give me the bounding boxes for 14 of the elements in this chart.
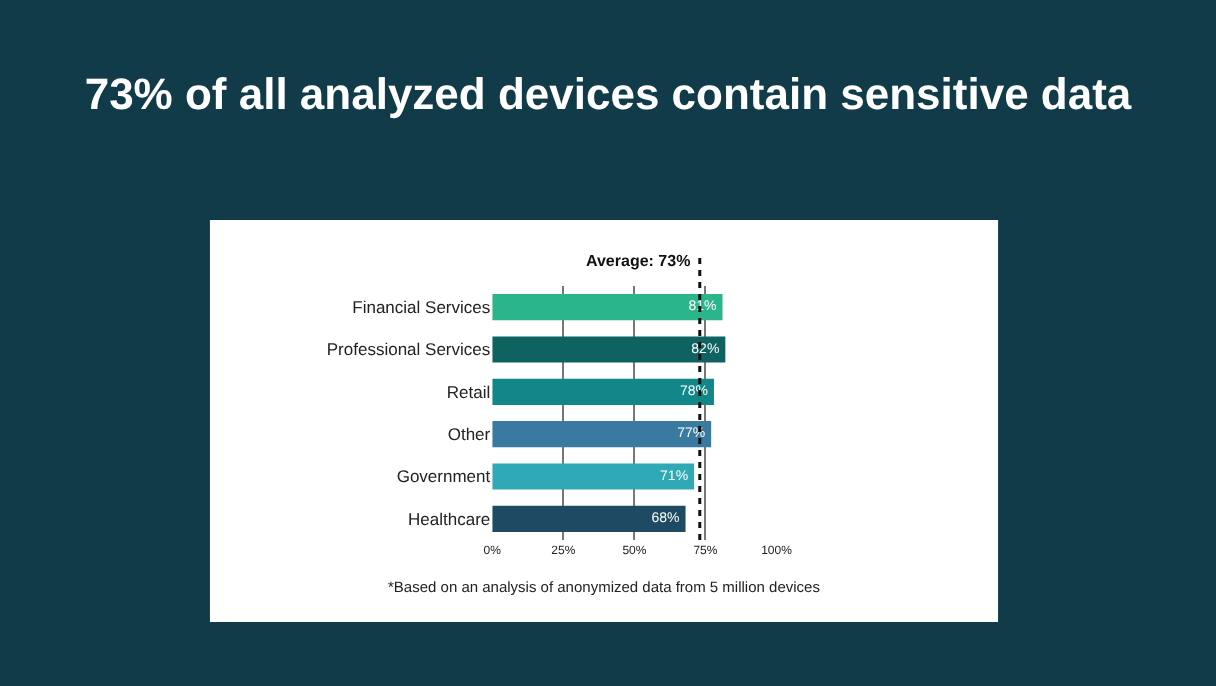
y-tick-label: Government [396, 466, 492, 487]
y-tick-label: Retail [446, 381, 491, 402]
y-tick-label: Healthcare [408, 508, 491, 529]
y-tick-label: Other [447, 424, 491, 445]
bar [492, 336, 726, 363]
y-tick-label: Professional Services [326, 339, 491, 360]
ref-line-label: Average: 73% [586, 252, 691, 270]
bar [492, 463, 695, 490]
bar [492, 378, 714, 405]
bar [492, 505, 686, 532]
chart-title: 73% of all analyzed devices contain sensitive data [84, 69, 1133, 120]
y-tick-label: Financial Services [352, 297, 491, 318]
bar [492, 294, 723, 321]
bar [492, 421, 712, 448]
